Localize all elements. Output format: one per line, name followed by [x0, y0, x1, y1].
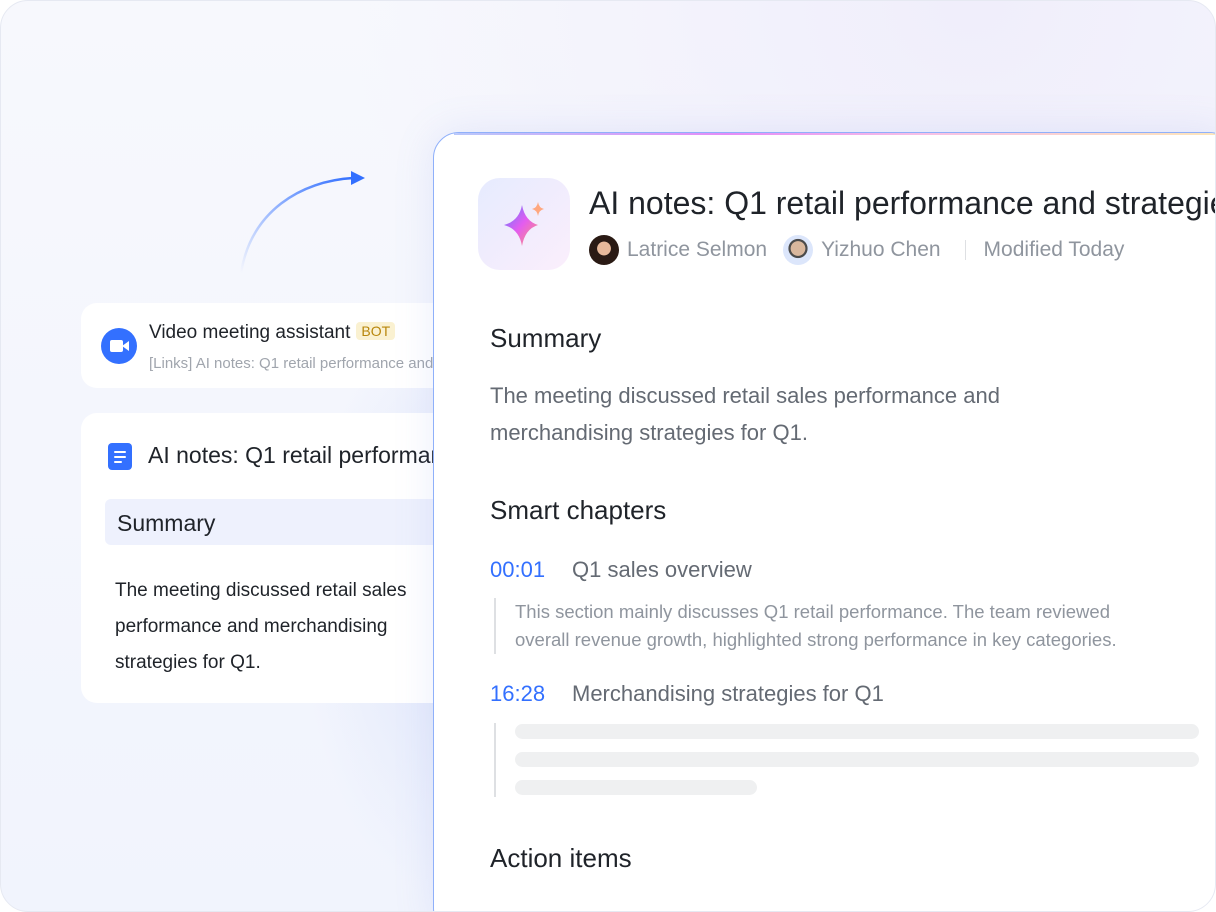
divider [964, 240, 966, 260]
sparkle-icon [478, 178, 570, 270]
chapter-quote-bar [494, 723, 496, 797]
participant-name[interactable]: Yizhuo Chen [821, 238, 941, 261]
loading-placeholder [515, 752, 1199, 767]
notes-meta: Latrice Selmon Yizhuo Chen Modified Toda… [589, 235, 1124, 265]
chapter-description-line: This section mainly discusses Q1 retail … [515, 601, 1110, 622]
bot-message-card[interactable]: Video meeting assistant BOT [Links] AI no… [81, 303, 503, 388]
avatar[interactable] [589, 235, 619, 265]
chapter-description-line: overall revenue growth, highlighted stro… [515, 629, 1117, 650]
video-camera-icon [101, 328, 137, 364]
doc-summary-heading: Summary [117, 510, 216, 536]
summary-heading: Summary [490, 323, 602, 353]
action-items-heading: Action items [490, 843, 632, 873]
summary-text: The meeting discussed retail sales perfo… [490, 383, 1000, 445]
loading-placeholder [515, 724, 1199, 739]
notes-title: AI notes: Q1 retail performance and stra… [589, 185, 1216, 221]
doc-summary-heading-box: Summary [105, 499, 461, 545]
doc-preview-card[interactable]: AI notes: Q1 retail performance and stra… [81, 413, 618, 703]
curved-arrow-icon [239, 171, 365, 274]
chapter-description: This section mainly discusses Q1 retail … [494, 598, 1117, 654]
document-icon [108, 443, 132, 470]
ai-notes-panel: AI notes: Q1 retail performance and stra… [433, 132, 1216, 911]
doc-summary-text: The meeting discussed retail sales perfo… [115, 580, 407, 673]
participant-name[interactable]: Latrice Selmon [627, 238, 768, 261]
gradient-border [454, 133, 1215, 135]
bot-message-preview[interactable]: [Links] AI notes: Q1 retail performance … [149, 355, 503, 372]
avatar[interactable] [783, 235, 814, 265]
chapter-timestamp[interactable]: 00:01 [490, 557, 546, 582]
modified-status: Modified Today [983, 238, 1125, 261]
loading-placeholder [515, 780, 757, 795]
bot-sender-name: Video meeting assistant [149, 322, 351, 343]
chapter-title: Q1 sales overview [572, 557, 752, 582]
bot-badge: BOT [356, 322, 396, 340]
chapter-title: Merchandising strategies for Q1 [572, 681, 884, 706]
smart-chapters-heading: Smart chapters [490, 495, 667, 525]
chapter-timestamp[interactable]: 16:28 [490, 681, 546, 706]
